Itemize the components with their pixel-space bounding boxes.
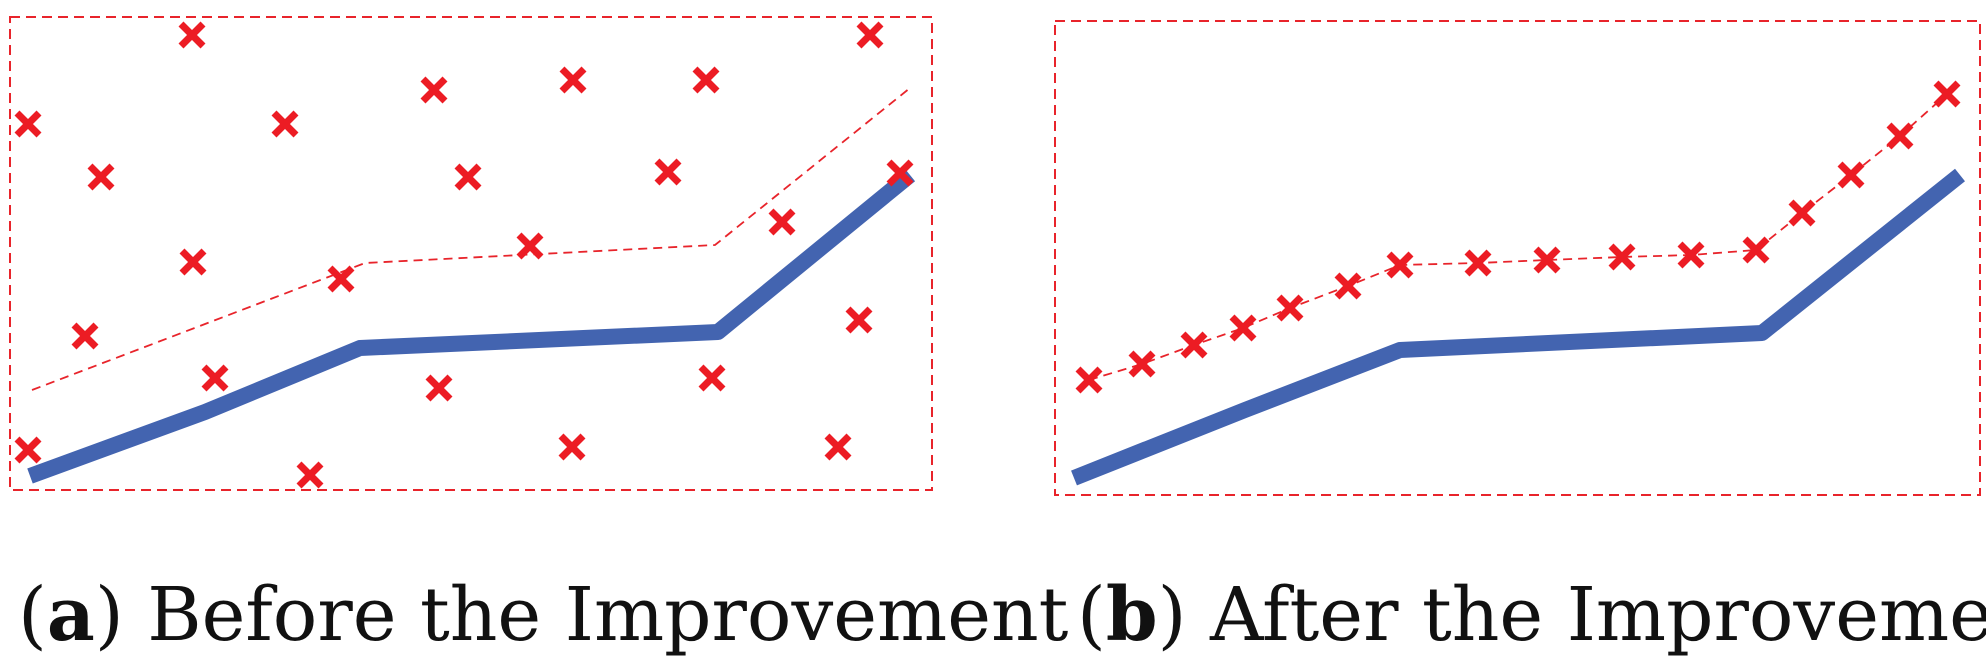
panel-b-connector-line — [1088, 93, 1948, 381]
red-cross-icon — [14, 110, 42, 138]
panel-b-aligned-points — [1075, 80, 1961, 394]
red-cross-icon — [425, 374, 453, 402]
red-cross-icon — [1229, 314, 1257, 342]
red-cross-icon — [1886, 122, 1914, 150]
red-cross-icon — [558, 433, 586, 461]
caption-a-close: ) — [95, 572, 124, 658]
caption-a-letter: a — [47, 572, 95, 658]
red-cross-icon — [845, 306, 873, 334]
red-cross-icon — [271, 110, 299, 138]
red-cross-icon — [1837, 161, 1865, 189]
red-cross-icon — [296, 461, 324, 489]
caption-a-open: ( — [18, 572, 47, 658]
red-cross-icon — [454, 163, 482, 191]
red-cross-icon — [886, 159, 914, 187]
caption-b-letter: b — [1106, 572, 1158, 658]
caption-b-text: After the Improvement — [1187, 572, 1986, 658]
red-cross-icon — [178, 21, 206, 49]
red-cross-icon — [1464, 249, 1492, 277]
red-cross-icon — [654, 158, 682, 186]
red-cross-icon — [1075, 366, 1103, 394]
red-cross-icon — [327, 265, 355, 293]
panel-a-frame — [9, 16, 933, 491]
red-cross-icon — [14, 436, 42, 464]
red-cross-icon — [1180, 331, 1208, 359]
red-cross-icon — [1742, 236, 1770, 264]
panel-b-frame — [1054, 20, 1981, 496]
red-cross-icon — [1276, 294, 1304, 322]
red-cross-icon — [179, 248, 207, 276]
red-cross-icon — [692, 66, 720, 94]
red-cross-icon — [768, 208, 796, 236]
red-cross-icon — [559, 66, 587, 94]
panel-a-scattered-points — [14, 21, 914, 489]
red-cross-icon — [1533, 246, 1561, 274]
panel-a — [9, 16, 933, 491]
panel-b-path-line — [1071, 168, 1965, 486]
red-cross-icon — [1128, 350, 1156, 378]
panel-b — [1054, 20, 1981, 496]
red-cross-icon — [71, 322, 99, 350]
panel-a-path-line — [27, 168, 916, 484]
red-cross-icon — [201, 364, 229, 392]
red-cross-icon — [1334, 272, 1362, 300]
caption-b-open: ( — [1077, 572, 1106, 658]
red-cross-icon — [698, 364, 726, 392]
red-cross-icon — [420, 76, 448, 104]
red-cross-icon — [1608, 243, 1636, 271]
red-cross-icon — [1386, 251, 1414, 279]
caption-a-text: Before the Improvement — [124, 572, 1069, 658]
red-cross-icon — [87, 163, 115, 191]
red-cross-icon — [1677, 241, 1705, 269]
red-cross-icon — [1933, 80, 1961, 108]
red-cross-icon — [824, 433, 852, 461]
caption-b-close: ) — [1158, 572, 1187, 658]
red-cross-icon — [516, 232, 544, 260]
caption-b: (b) After the Improvement — [1077, 572, 1986, 658]
red-cross-icon — [856, 21, 884, 49]
caption-a: (a) Before the Improvement — [18, 572, 1069, 658]
red-cross-icon — [1788, 199, 1816, 227]
